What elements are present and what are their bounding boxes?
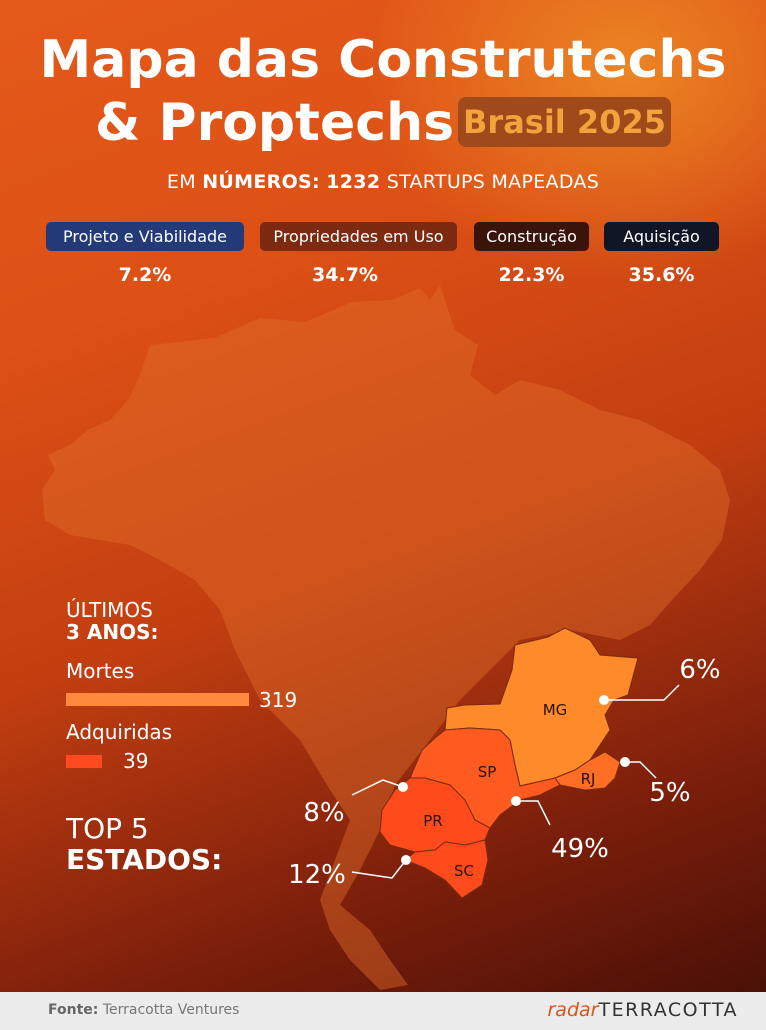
- state-pct-rj: 5%: [649, 778, 690, 808]
- footer: Fonte: Terracotta Ventures radarTERRACOT…: [0, 992, 766, 1030]
- state-rj-shape: [554, 751, 621, 791]
- source-label: Fonte:: [48, 1002, 99, 1018]
- brand-logo: radarTERRACOTTA: [547, 999, 738, 1021]
- state-label-sp: SP: [478, 763, 497, 781]
- title-line-2: & Proptechs: [95, 93, 455, 153]
- callout-dot-mg: [599, 695, 609, 705]
- category-value-propriedades: 34.7%: [312, 264, 378, 286]
- callout-dot-sp: [511, 796, 521, 806]
- source-value: Terracotta Ventures: [102, 1002, 240, 1018]
- subtitle-bold-count: 1232: [326, 171, 381, 193]
- callout-line-rj: [625, 761, 657, 779]
- acquired-bar: [66, 755, 102, 768]
- category-pill-projeto: Projeto e Viabilidade: [46, 222, 244, 251]
- state-pct-sp: 49%: [551, 834, 609, 864]
- year-badge: Brasil 2025: [458, 97, 671, 147]
- last-years-heading-2: 3 ANOS:: [66, 620, 159, 644]
- category-value-construcao: 22.3%: [498, 264, 565, 286]
- state-label-sc: SC: [454, 862, 474, 880]
- top5-heading-2: ESTADOS:: [66, 843, 223, 876]
- category-value-aquisicao: 35.6%: [628, 264, 695, 286]
- callout-line-pr: [351, 779, 404, 796]
- subtitle-pre: EM: [166, 171, 196, 193]
- category-value-projeto: 7.2%: [118, 264, 172, 286]
- acquired-label: Adquiridas: [66, 720, 173, 744]
- subtitle: EM NÚMEROS: 1232 STARTUPS MAPEADAS: [0, 171, 766, 193]
- callout-dot-sc: [401, 855, 411, 865]
- source-text: Fonte: Terracotta Ventures: [48, 1002, 239, 1018]
- deaths-value: 319: [259, 688, 298, 712]
- callout-line-sp: [516, 800, 551, 826]
- brand-name: TERRACOTTA: [598, 999, 738, 1021]
- callout-dot-rj: [620, 757, 630, 767]
- last-years-heading-1: ÚLTIMOS: [66, 598, 153, 622]
- brazil-outline-shape: [42, 285, 730, 990]
- states-map: MG RJ SP PR SC 6% 5% 49% 8% 12%: [288, 627, 720, 899]
- category-pill-aquisicao: Aquisição: [604, 222, 719, 251]
- state-label-rj: RJ: [581, 770, 596, 788]
- acquired-value: 39: [123, 749, 149, 773]
- state-label-pr: PR: [423, 812, 442, 830]
- state-pct-mg: 6%: [679, 655, 720, 685]
- category-pill-propriedades: Propriedades em Uso: [260, 222, 457, 251]
- state-pct-pr: 8%: [303, 798, 344, 828]
- callout-dot-pr: [398, 782, 408, 792]
- deaths-label: Mortes: [66, 659, 135, 683]
- subtitle-bold-numbers: NÚMEROS:: [202, 171, 320, 193]
- callout-line-sc: [351, 859, 407, 879]
- deaths-bar: [66, 693, 249, 706]
- title-line-1: Mapa das Construtechs: [39, 30, 727, 90]
- top5-heading-1: TOP 5: [66, 812, 149, 845]
- brand-radar: radar: [547, 999, 599, 1021]
- state-sc-shape: [404, 839, 489, 899]
- brazil-map-silhouette: [42, 285, 730, 990]
- state-label-mg: MG: [543, 701, 568, 719]
- callout-line-mg: [604, 684, 680, 701]
- subtitle-post: STARTUPS MAPEADAS: [386, 171, 600, 193]
- state-pct-sc: 12%: [288, 860, 346, 890]
- category-pill-construcao: Construção: [474, 222, 589, 251]
- infographic-poster: Mapa das Construtechs & Proptechs Brasil…: [0, 0, 766, 992]
